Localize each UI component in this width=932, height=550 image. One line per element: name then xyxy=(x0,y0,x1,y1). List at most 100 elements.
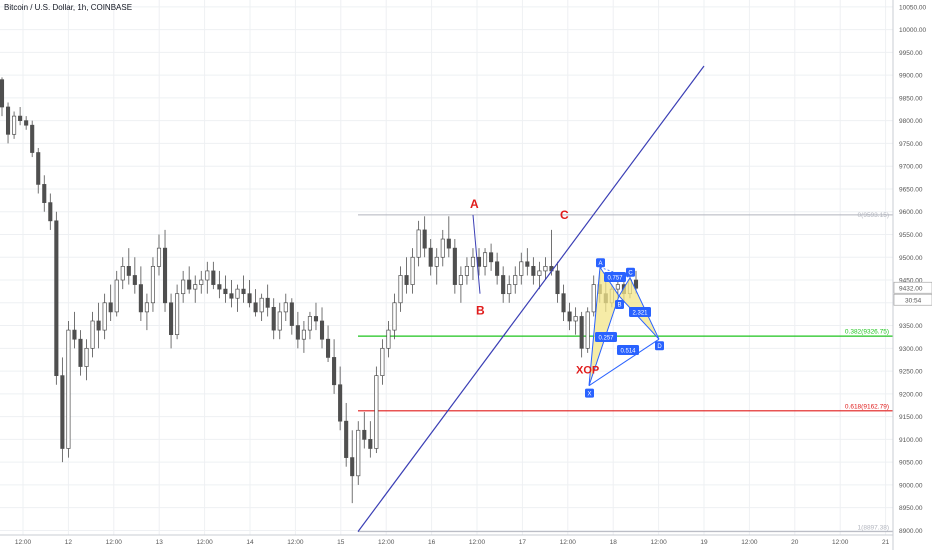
point-box xyxy=(626,267,635,277)
pattern-label: XOP xyxy=(576,364,599,376)
candle-body xyxy=(567,311,572,322)
x-tick-label: 18 xyxy=(610,539,618,546)
point-label: D xyxy=(657,344,662,350)
candle-body xyxy=(18,115,23,122)
candle-body xyxy=(229,293,234,299)
x-tick-label: 12:00 xyxy=(287,539,304,546)
candle-body xyxy=(501,275,506,295)
candle-body xyxy=(60,375,65,449)
candle-body xyxy=(561,293,566,313)
point-box xyxy=(655,341,664,351)
ac-line xyxy=(599,266,631,279)
x-tick-label: 13 xyxy=(156,539,164,546)
point-label: A xyxy=(598,261,602,267)
x-tick-label: 12:00 xyxy=(832,539,849,546)
y-tick-label: 9050.00 xyxy=(899,460,923,467)
candle-body xyxy=(271,306,276,331)
candle-body xyxy=(277,311,282,331)
price-label-box xyxy=(893,281,932,294)
candle-body xyxy=(138,284,143,313)
y-tick-label: 10000.00 xyxy=(899,27,926,34)
candle-body xyxy=(175,293,180,336)
point-label: X xyxy=(587,391,591,397)
candle-body xyxy=(66,329,71,449)
point-box xyxy=(585,388,594,398)
candle-body xyxy=(108,302,113,313)
candle-body xyxy=(289,302,294,326)
candle-body xyxy=(96,320,101,331)
candle-body xyxy=(102,302,107,331)
last-price-label: 9432.00 xyxy=(899,286,923,293)
ratio-box xyxy=(617,345,639,355)
candle-body xyxy=(295,325,300,340)
x-tick-label: 12:00 xyxy=(741,539,758,546)
ratio-box xyxy=(604,272,626,282)
candle-body xyxy=(217,284,222,290)
x-tick-label: 12:00 xyxy=(196,539,213,546)
x-tick-label: 12:00 xyxy=(469,539,486,546)
x-tick-label: 15 xyxy=(337,539,345,546)
candle-body xyxy=(452,247,457,285)
candle-body xyxy=(307,316,312,331)
candle-body xyxy=(301,329,306,340)
y-tick-label: 9850.00 xyxy=(899,95,923,102)
countdown-label: 30:54 xyxy=(905,298,922,305)
candle-body xyxy=(525,261,530,267)
candle-body xyxy=(283,302,288,313)
candle-body xyxy=(633,279,639,289)
x-tick-label: 19 xyxy=(700,539,708,546)
ab-line xyxy=(472,214,481,294)
y-tick-label: 9600.00 xyxy=(899,209,923,216)
chart-title: Bitcoin / U.S. Dollar, 1h, COINBASE xyxy=(4,3,133,12)
x-tick-label: 12:00 xyxy=(106,539,123,546)
y-tick-label: 9900.00 xyxy=(899,73,923,80)
y-tick-label: 9750.00 xyxy=(899,141,923,148)
candles xyxy=(0,77,639,504)
plot-background xyxy=(0,0,893,535)
candle-body xyxy=(332,357,337,386)
y-tick-label: 9450.00 xyxy=(899,278,923,285)
candle-body xyxy=(470,256,476,267)
drawings: A B C XOP 0.757 2.321 0.257 0.514 X A B C D xyxy=(357,65,705,532)
candle-body xyxy=(156,247,162,267)
candle-body xyxy=(319,320,325,340)
candle-body xyxy=(187,279,192,290)
candle-body xyxy=(519,261,524,276)
candle-body xyxy=(374,375,379,449)
candle-body xyxy=(162,247,168,304)
candle-body xyxy=(410,256,415,285)
candle-body xyxy=(144,302,149,313)
point-box xyxy=(615,299,624,309)
candle-body xyxy=(434,256,439,267)
candle-body xyxy=(326,338,331,358)
candle-body xyxy=(253,302,258,313)
candle-body xyxy=(30,124,35,153)
candle-body xyxy=(150,266,156,304)
candle-body xyxy=(241,288,246,295)
chart-grid xyxy=(0,0,893,535)
y-tick-label: 9700.00 xyxy=(899,164,923,171)
x-tick-label: 12:00 xyxy=(378,539,395,546)
candle-body xyxy=(368,439,373,449)
ratio-label: 0.257 xyxy=(598,335,614,341)
candle-body xyxy=(615,284,620,290)
y-tick-label: 9650.00 xyxy=(899,186,923,193)
candle-body xyxy=(54,220,59,376)
wave-label: B xyxy=(476,304,485,318)
candle-body xyxy=(495,261,500,276)
candle-body xyxy=(5,106,11,135)
point-label: C xyxy=(628,270,633,276)
x-tick-label: 12 xyxy=(65,539,73,546)
x-tick-label: 12:00 xyxy=(15,539,32,546)
y-tick-label: 9350.00 xyxy=(899,323,923,330)
y-tick-label: 9500.00 xyxy=(899,255,923,262)
wave-label: A xyxy=(470,197,479,211)
candle-body xyxy=(356,429,361,477)
candle-body xyxy=(344,420,349,458)
candle-body xyxy=(0,79,5,108)
y-tick-label: 8900.00 xyxy=(899,528,923,535)
candle-body xyxy=(247,293,252,304)
y-tick-label: 9800.00 xyxy=(899,118,923,125)
range-top-label: 0(9593.15) xyxy=(858,212,889,219)
